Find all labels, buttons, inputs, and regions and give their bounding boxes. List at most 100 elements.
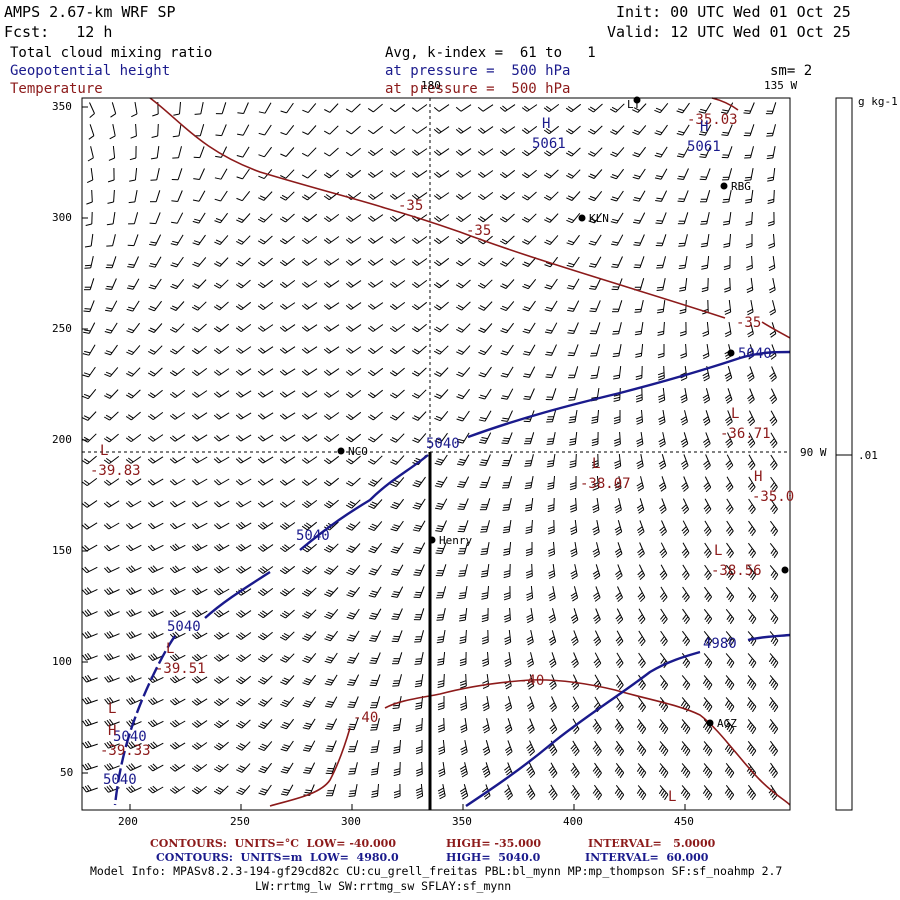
wind-barb-shaft bbox=[108, 743, 120, 749]
wind-barb-shaft bbox=[617, 300, 623, 312]
wind-barb-shaft bbox=[526, 104, 538, 112]
wind-barb-flag bbox=[369, 481, 376, 485]
wind-barb-flag bbox=[82, 395, 89, 400]
wind-barb-shaft bbox=[594, 718, 602, 730]
wind-barb-flag bbox=[545, 284, 553, 288]
wind-barb-flag bbox=[614, 722, 620, 728]
wind-barb-flag bbox=[367, 371, 374, 377]
wind-barb-flag bbox=[150, 457, 156, 463]
wind-barb-flag bbox=[235, 746, 243, 751]
wind-barb-flag bbox=[770, 768, 775, 774]
wind-barb-shaft bbox=[726, 454, 734, 466]
wind-barb-flag bbox=[459, 636, 467, 639]
wind-barb-shaft bbox=[134, 190, 138, 202]
wind-barb-flag bbox=[725, 504, 731, 510]
wind-barb-flag bbox=[748, 440, 754, 446]
wind-barb-flag bbox=[128, 654, 134, 660]
wind-barb-flag bbox=[195, 786, 202, 791]
wind-barb-flag bbox=[727, 443, 733, 448]
wind-barb-flag bbox=[657, 355, 665, 359]
wind-barb-shaft bbox=[750, 146, 754, 158]
wind-barb-flag bbox=[349, 523, 356, 527]
wind-barb-flag bbox=[323, 393, 330, 398]
wind-barb-flag bbox=[637, 528, 644, 534]
wind-barb-shaft bbox=[460, 148, 472, 156]
wind-barb-flag bbox=[127, 414, 134, 419]
wind-barb-flag bbox=[722, 131, 729, 134]
wind-barb-flag bbox=[106, 588, 112, 594]
wind-barb-flag bbox=[569, 462, 576, 466]
wind-barb-flag bbox=[238, 457, 244, 463]
wind-barb-shaft bbox=[174, 478, 186, 486]
wind-barb-flag bbox=[323, 548, 330, 553]
wind-barb-flag bbox=[193, 326, 200, 331]
wind-barb-flag bbox=[371, 657, 378, 660]
wind-barb-flag bbox=[259, 768, 267, 772]
wind-barb-shaft bbox=[639, 498, 645, 510]
wind-barb-flag bbox=[391, 171, 398, 177]
wind-barb-flag bbox=[326, 347, 332, 353]
wind-barb-flag bbox=[213, 284, 220, 289]
wind-barb-shaft bbox=[440, 498, 448, 510]
wind-barb-shaft bbox=[439, 410, 449, 422]
wind-barb-shaft bbox=[507, 476, 513, 488]
wind-barb-shaft bbox=[218, 632, 230, 640]
wind-barb-shaft bbox=[152, 588, 164, 596]
wind-barb-flag bbox=[544, 241, 551, 246]
wind-barb-flag bbox=[280, 110, 287, 114]
wind-barb-flag bbox=[325, 237, 332, 243]
wind-barb-flag bbox=[413, 326, 420, 331]
wind-barb-flag bbox=[303, 194, 310, 199]
wind-barb-flag bbox=[702, 330, 709, 335]
wind-barb-shaft bbox=[684, 366, 688, 378]
wind-barb-flag bbox=[306, 522, 312, 527]
wind-barb-flag bbox=[526, 636, 533, 641]
wind-barb-flag bbox=[597, 772, 602, 779]
wind-barb-shaft bbox=[285, 169, 295, 179]
wind-barb-shaft bbox=[530, 454, 534, 466]
wind-barb-shaft bbox=[175, 278, 185, 290]
wind-barb-flag bbox=[682, 506, 688, 512]
wind-barb-flag bbox=[393, 746, 401, 749]
wind-barb-flag bbox=[411, 217, 418, 222]
wind-barb-flag bbox=[105, 371, 113, 376]
wind-barb-flag bbox=[526, 594, 533, 599]
wind-barb-shaft bbox=[352, 652, 360, 664]
wind-barb-flag bbox=[700, 131, 707, 134]
wind-barb-shaft bbox=[417, 345, 427, 355]
wind-barb-shaft bbox=[285, 631, 295, 641]
wind-barb-shaft bbox=[134, 167, 138, 181]
wind-barb-flag bbox=[216, 347, 222, 353]
wind-barb-flag bbox=[658, 438, 665, 443]
wind-barb-flag bbox=[551, 729, 558, 735]
wind-barb-flag bbox=[460, 707, 467, 711]
wind-barb-flag bbox=[527, 619, 534, 624]
wind-barb-flag bbox=[258, 702, 265, 707]
wind-barb-flag bbox=[569, 482, 577, 485]
wind-barb-shaft bbox=[727, 146, 733, 158]
wind-barb-flag bbox=[593, 592, 599, 597]
wind-barb-shaft bbox=[90, 168, 94, 180]
wind-barb-flag bbox=[109, 785, 114, 791]
wind-barb-flag bbox=[458, 438, 465, 442]
wind-barb-flag bbox=[771, 377, 777, 382]
wind-barb-flag bbox=[592, 744, 598, 750]
wind-barb-flag bbox=[612, 241, 619, 244]
high-marker-3: H bbox=[754, 469, 763, 485]
wind-barb-flag bbox=[639, 660, 645, 666]
wind-barb-flag bbox=[109, 718, 114, 725]
wind-barb-flag bbox=[324, 615, 331, 620]
wind-barb-flag bbox=[745, 220, 752, 224]
wind-barb-shaft bbox=[683, 190, 689, 202]
wind-barb-flag bbox=[169, 328, 177, 333]
wind-barb-flag bbox=[367, 261, 374, 266]
wind-barb-shaft bbox=[263, 235, 273, 245]
wind-barb-shaft bbox=[351, 521, 361, 531]
wind-barb-flag bbox=[281, 568, 288, 573]
wind-barb-flag bbox=[433, 129, 440, 134]
wind-barb-shaft bbox=[681, 675, 691, 685]
wind-barb-flag bbox=[235, 327, 242, 332]
wind-barb-shaft bbox=[306, 258, 318, 266]
wind-barb-shaft bbox=[328, 477, 340, 487]
wind-barb-flag bbox=[570, 766, 576, 772]
